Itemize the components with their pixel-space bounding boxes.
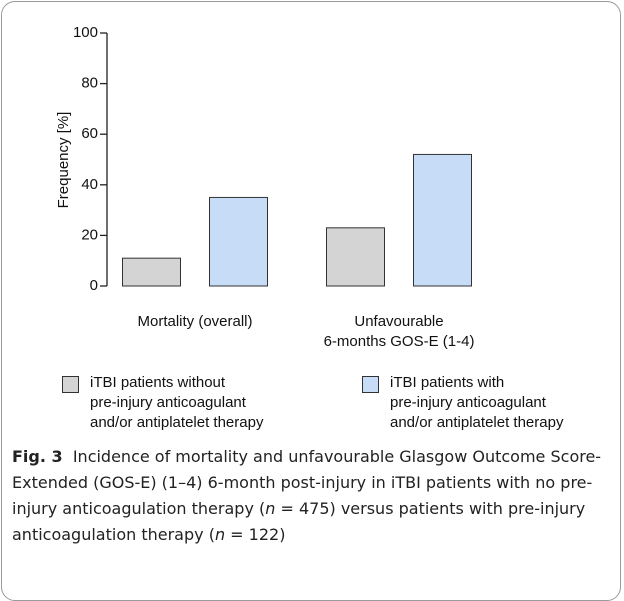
caption-text: Incidence of mortality and unfavourable … [12,447,602,518]
y-tick-label: 80 [81,75,98,92]
legend-swatch [62,376,79,393]
y-tick-label: 20 [81,226,98,243]
y-tick-label: 40 [81,176,98,193]
caption-n: n [265,499,276,518]
caption-label: Fig. 3 [12,447,63,466]
y-tick-label: 60 [81,125,98,142]
legend-label: iTBI patients with pre-injury anticoagul… [390,374,564,431]
legend-label: iTBI patients without pre-injury anticoa… [90,374,264,431]
y-tick-label: 0 [90,277,98,294]
legend-swatch [362,376,379,393]
bar [326,227,385,287]
x-tick-label: Unfavourable 6-months GOS-E (1-4) [323,313,475,350]
bar [209,196,268,287]
x-tick-label: Mortality (overall) [137,313,253,330]
chart: Frequency [%] 0 20 40 60 80 100 [55,24,472,294]
caption-text: = 475) versus patients with pre-injury a… [12,499,586,544]
bar [413,153,472,287]
caption-text: = 122) [225,525,286,544]
y-tick-label: 100 [73,24,98,41]
y-axis-label: Frequency [%] [55,112,72,209]
caption: Fig. 3 Incidence of mortality and unfavo… [12,444,612,548]
caption-n: n [214,525,226,544]
bar [122,257,181,287]
